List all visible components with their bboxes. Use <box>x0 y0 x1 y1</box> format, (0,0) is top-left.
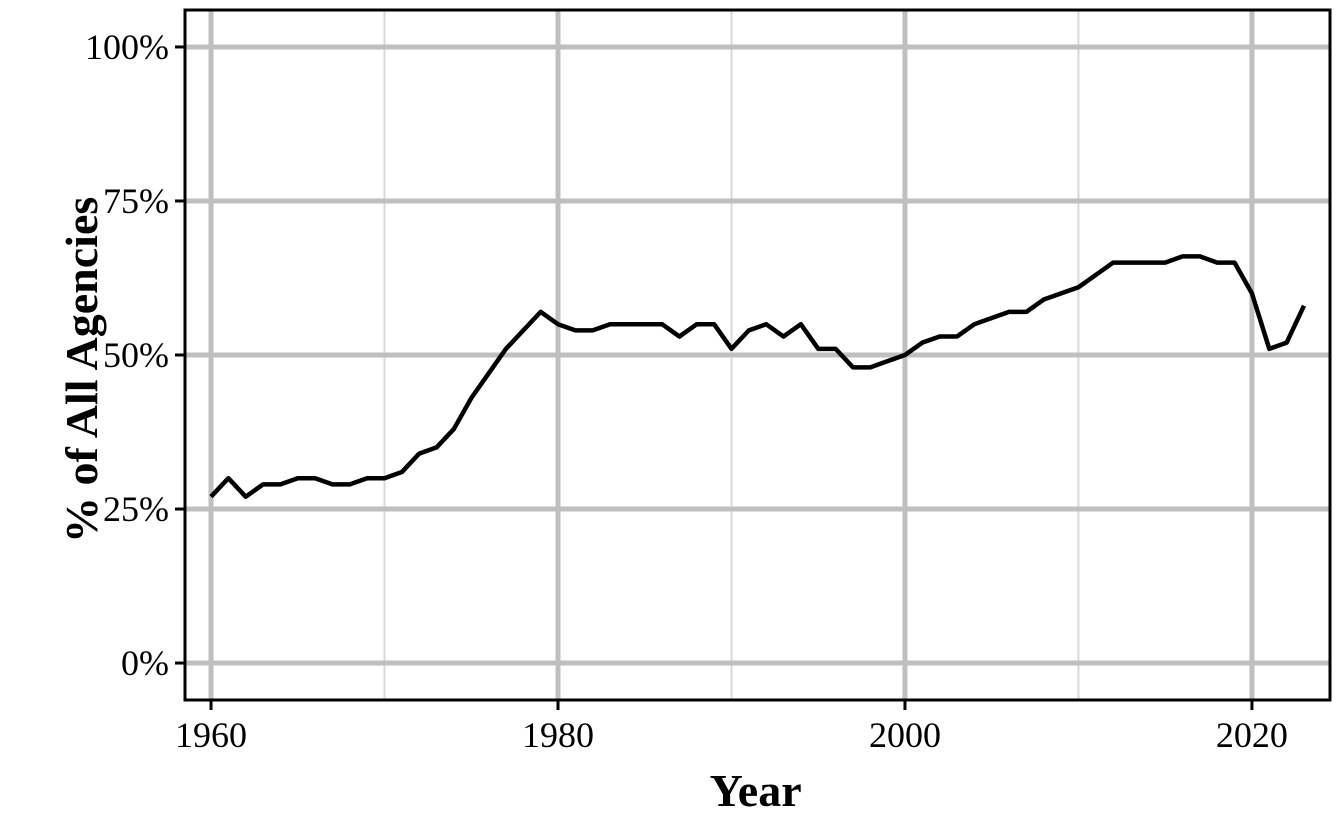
x-tick-label: 2000 <box>855 714 955 756</box>
line-chart: % of All Agencies Year 1960 1980 2000 2020 0… <box>0 0 1344 830</box>
x-axis-label: Year <box>710 764 802 817</box>
y-tick-label: 25% <box>103 488 169 530</box>
y-tick-label: 100% <box>85 26 169 68</box>
y-tick-label: 50% <box>103 334 169 376</box>
chart-svg <box>0 0 1344 830</box>
x-tick-label: 1980 <box>508 714 608 756</box>
y-tick-label: 75% <box>103 180 169 222</box>
x-tick-label: 1960 <box>161 714 261 756</box>
y-axis-label: % of All Agencies <box>55 196 108 542</box>
y-tick-label: 0% <box>121 642 169 684</box>
x-tick-label: 2020 <box>1202 714 1302 756</box>
